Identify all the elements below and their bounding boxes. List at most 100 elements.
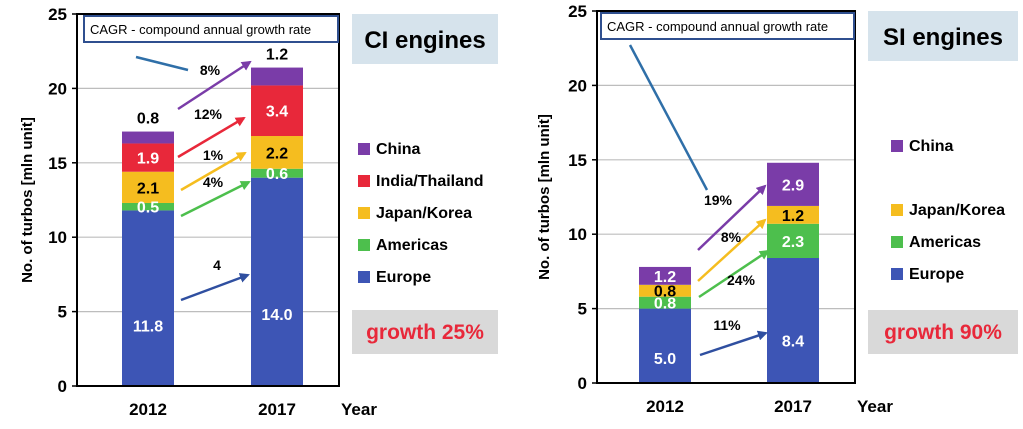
bar-segment (639, 284, 691, 297)
cagr-arrow (698, 249, 770, 299)
cagr-note-text: CAGR - compound annual growth rate (90, 22, 311, 37)
bar-value-label: 5.0 (654, 351, 676, 368)
legend-swatch (891, 268, 903, 280)
cagr-arrow (180, 273, 250, 302)
legend-label: Americas (376, 237, 448, 254)
x-axis-suffix: Year (857, 397, 893, 416)
bar-value-label: 2.9 (782, 177, 804, 194)
legend-swatch (358, 143, 370, 155)
legend-label: Europe (376, 269, 431, 286)
bar-segment (251, 136, 303, 169)
y-tick-label: 0 (578, 374, 587, 393)
cagr-arrow (177, 116, 246, 159)
legend-label: China (376, 141, 421, 158)
growth-label: growth 25% (366, 321, 484, 344)
cagr-arrow (180, 151, 247, 192)
legend-swatch (358, 239, 370, 251)
bar-segment (767, 258, 819, 383)
cagr-label: 1% (203, 147, 224, 163)
cagr-note-text: CAGR - compound annual growth rate (607, 19, 828, 34)
x-category-label: 2017 (258, 400, 296, 419)
cagr-arrow (697, 184, 767, 251)
cagr-arrow (180, 180, 251, 218)
bar-segment (251, 67, 303, 86)
bar-value-label: 14.0 (261, 307, 292, 324)
y-tick-label: 15 (568, 151, 587, 170)
bar-value-label: 3.4 (266, 104, 288, 121)
bar-value-label: 0.8 (654, 296, 676, 313)
bar-segment (639, 296, 691, 309)
x-category-label: 2012 (129, 400, 167, 419)
bar-segment (122, 131, 174, 144)
cagr-label: 4 (213, 257, 221, 273)
x-axis-suffix: Year (341, 400, 377, 419)
bar-value-label: 2.2 (266, 145, 288, 162)
bar-value-label: 2.1 (137, 180, 159, 197)
bar-segment (122, 143, 174, 172)
bar-segment (251, 168, 303, 178)
y-tick-label: 5 (578, 300, 587, 319)
y-tick-label: 25 (48, 5, 67, 24)
bar-segment (122, 171, 174, 203)
chart-title-box (352, 14, 498, 64)
bar-segment (639, 308, 691, 383)
bar-value-label: 0.8 (654, 284, 676, 301)
legend-swatch (891, 140, 903, 152)
bar-value-label: 1.2 (654, 269, 676, 286)
y-tick-label: 20 (568, 76, 587, 95)
bar-value-label: 8.4 (782, 333, 804, 350)
cagr-label: 19% (704, 192, 733, 208)
cagr-label: 8% (200, 62, 221, 78)
cagr-label: 4% (203, 174, 224, 190)
x-category-label: 2017 (774, 397, 812, 416)
growth-label: growth 90% (884, 321, 1002, 344)
bar-segment (639, 266, 691, 285)
bar-value-label: 11.8 (133, 319, 163, 336)
legend-swatch (891, 236, 903, 248)
chart-panel: 0 5 10 15 20 25 No. of turbos [mln unit] 5.0 0.8… (536, 2, 1018, 416)
legend-swatch (358, 175, 370, 187)
y-tick-label: 10 (568, 225, 587, 244)
cagr-label: 12% (194, 106, 223, 122)
cagr-note-box (83, 15, 339, 43)
cagr-arrow (699, 330, 768, 357)
legend-label: Europe (909, 266, 964, 283)
cagr-note-box (600, 12, 855, 40)
bar-value-label: 0.5 (137, 200, 159, 217)
plot-frame (596, 10, 856, 384)
legend-swatch (891, 204, 903, 216)
cagr-pointer-line (135, 55, 189, 72)
bar-segment (251, 177, 303, 386)
legend-label: India/Thailand (376, 173, 484, 190)
cagr-label: 8% (721, 229, 742, 245)
y-tick-label: 10 (48, 228, 67, 247)
chart-title: SI engines (883, 24, 1003, 51)
cagr-label: 24% (727, 272, 756, 288)
chart-panel: 0 5 10 15 20 25 No. of turbos [mln unit] 11.8 0.… (19, 5, 498, 419)
legend-label: China (909, 138, 954, 155)
y-tick-label: 25 (568, 2, 587, 21)
y-axis-label: No. of turbos [mln unit] (19, 117, 36, 283)
legend-label: Japan/Korea (376, 205, 472, 222)
cagr-pointer-line (628, 44, 709, 191)
bar-value-label: 1.2 (782, 208, 804, 225)
chart-title: CI engines (364, 27, 485, 54)
bar-segment (251, 85, 303, 137)
chart-title-box (868, 11, 1018, 61)
growth-box (352, 310, 498, 354)
bar-value-label: 0.8 (137, 111, 159, 128)
bar-segment (122, 202, 174, 211)
bar-value-label: 1.9 (137, 151, 159, 168)
bar-value-label: 0.6 (266, 166, 288, 183)
y-tick-label: 0 (58, 377, 67, 396)
y-tick-label: 5 (58, 303, 67, 322)
legend-swatch (358, 271, 370, 283)
growth-box (868, 310, 1018, 354)
cagr-arrow (697, 218, 767, 282)
y-axis-label: No. of turbos [mln unit] (536, 114, 553, 280)
cagr-arrow (177, 60, 252, 111)
legend-label: Japan/Korea (909, 202, 1005, 219)
bar-segment (122, 210, 174, 386)
